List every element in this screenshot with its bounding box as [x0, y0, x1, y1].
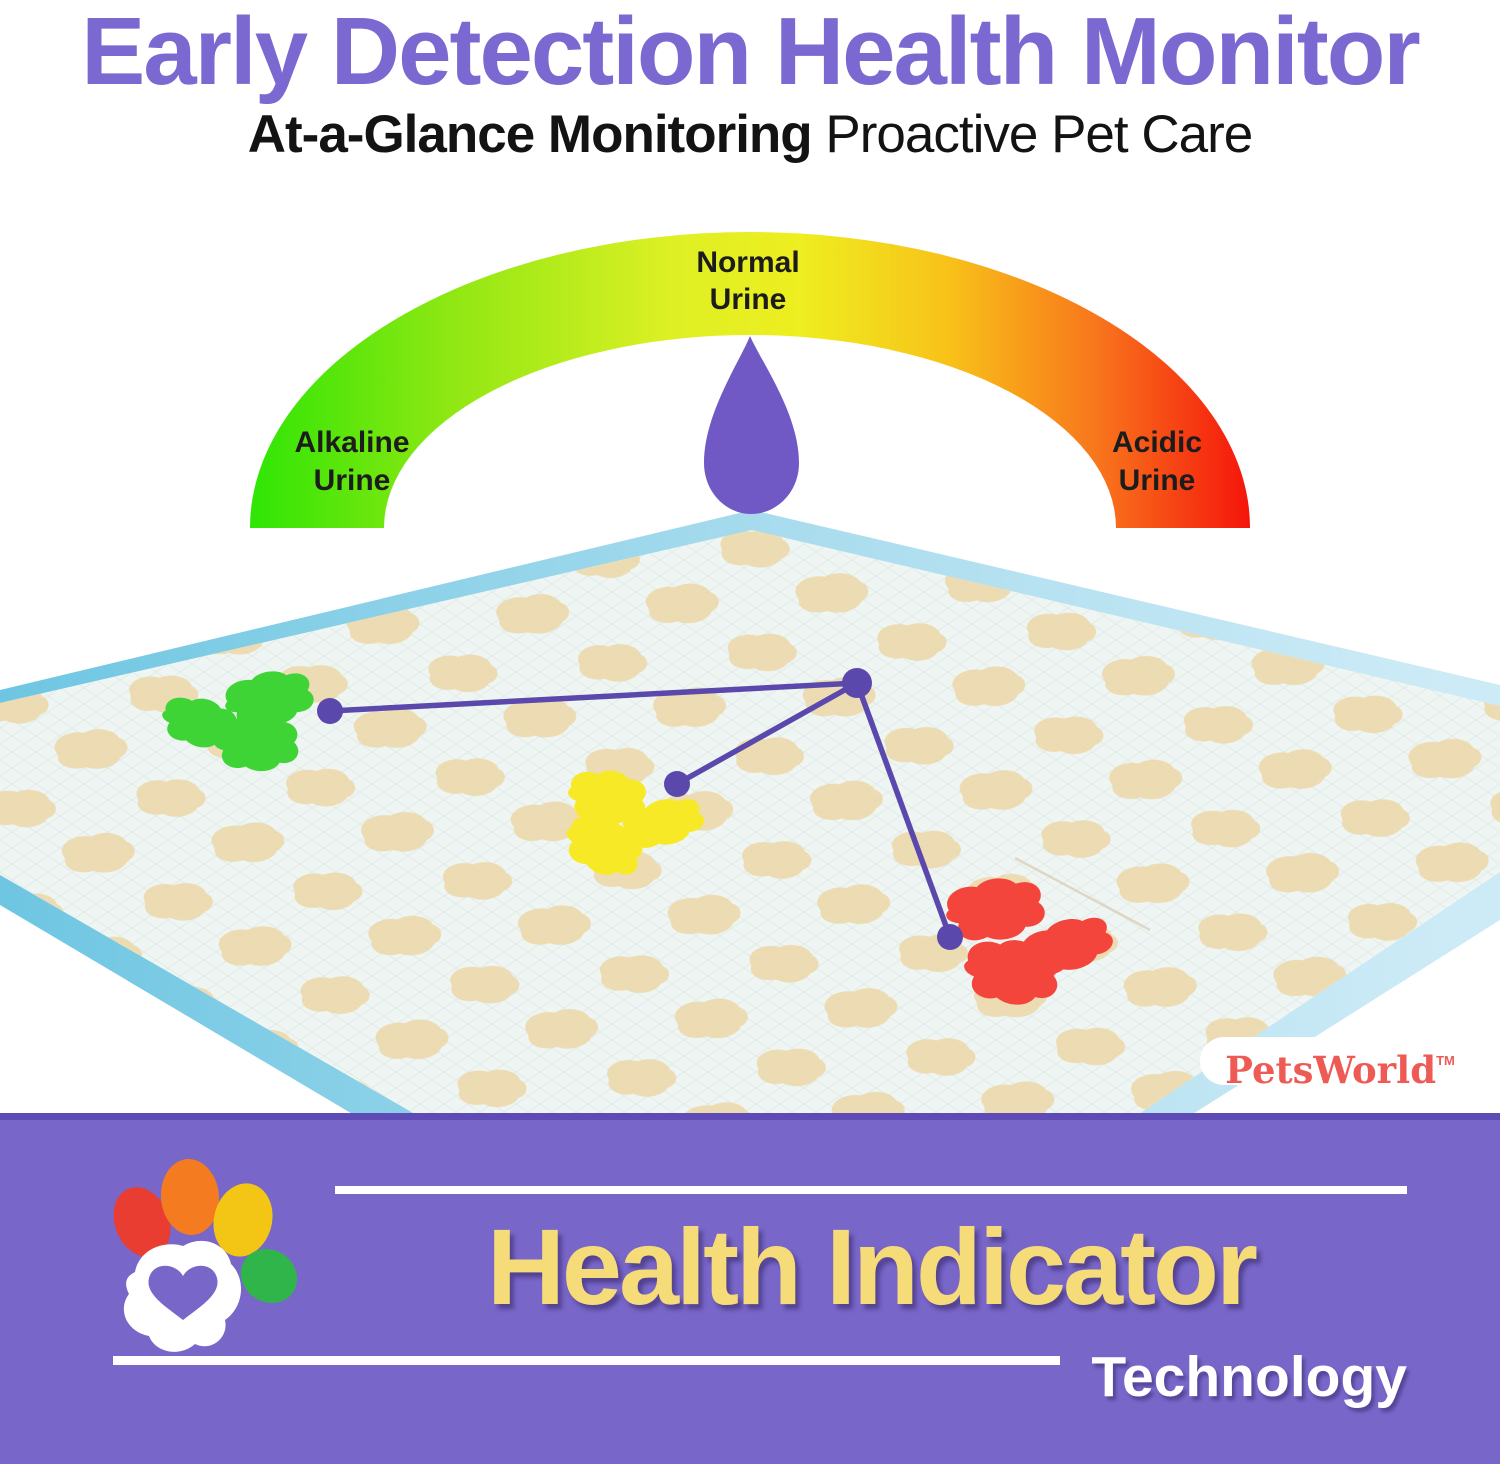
callout-dot-normal [664, 771, 690, 797]
banner-divider-bottom [113, 1356, 1060, 1365]
banner-subheading: Technology [1091, 1345, 1407, 1409]
paw-toe-red [113, 1187, 171, 1257]
paw-toe-orange [160, 1159, 220, 1235]
paw-heart-icon [113, 1159, 298, 1352]
callout-line-acidic [854, 680, 953, 940]
gauge-label-alkaline-line2: Urine [314, 464, 391, 497]
page-subtitle: At-a-Glance Monitoring Proactive Pet Car… [0, 104, 1500, 165]
petsworld-logo: PetsWorldTM [1200, 1037, 1480, 1092]
ph-gauge: Alkaline Urine Normal Urine Acidic Urine [250, 232, 1250, 528]
callout-dot-alkaline [317, 698, 343, 724]
callout-lines [317, 668, 963, 950]
callout-dot-acidic [937, 924, 963, 950]
gauge-label-normal-line2: Urine [710, 283, 787, 316]
paw-toe-yellow [213, 1183, 273, 1257]
urine-drop-pointer-icon [704, 336, 799, 514]
callout-line-normal [674, 680, 860, 787]
bottom-banner: Health Indicator Technology [0, 1113, 1500, 1464]
paw-toe-green [240, 1248, 298, 1304]
callout-vertex-dot [842, 668, 872, 698]
subtitle-bold: At-a-Glance Monitoring [247, 105, 813, 164]
pee-pad [0, 510, 1500, 1160]
trademark-symbol: TM [1436, 1053, 1455, 1068]
gauge-label-normal-line1: Normal [696, 246, 799, 279]
banner-heading: Health Indicator [486, 1206, 1258, 1327]
gauge-arc [250, 232, 1250, 528]
gauge-label-acidic-line1: Acidic [1112, 426, 1202, 459]
petsworld-logo-text: PetsWorld [1225, 1048, 1437, 1092]
banner-divider-top [335, 1186, 1407, 1194]
heart-icon [148, 1265, 218, 1320]
subtitle-rest: Proactive Pet Care [811, 105, 1253, 164]
page-title: Early Detection Health Monitor [81, 0, 1421, 105]
callout-line-alkaline [327, 680, 860, 714]
gauge-label-alkaline-line1: Alkaline [294, 426, 409, 459]
gauge-label-acidic-line2: Urine [1119, 464, 1196, 497]
pad-fold-crease [1014, 856, 1151, 932]
